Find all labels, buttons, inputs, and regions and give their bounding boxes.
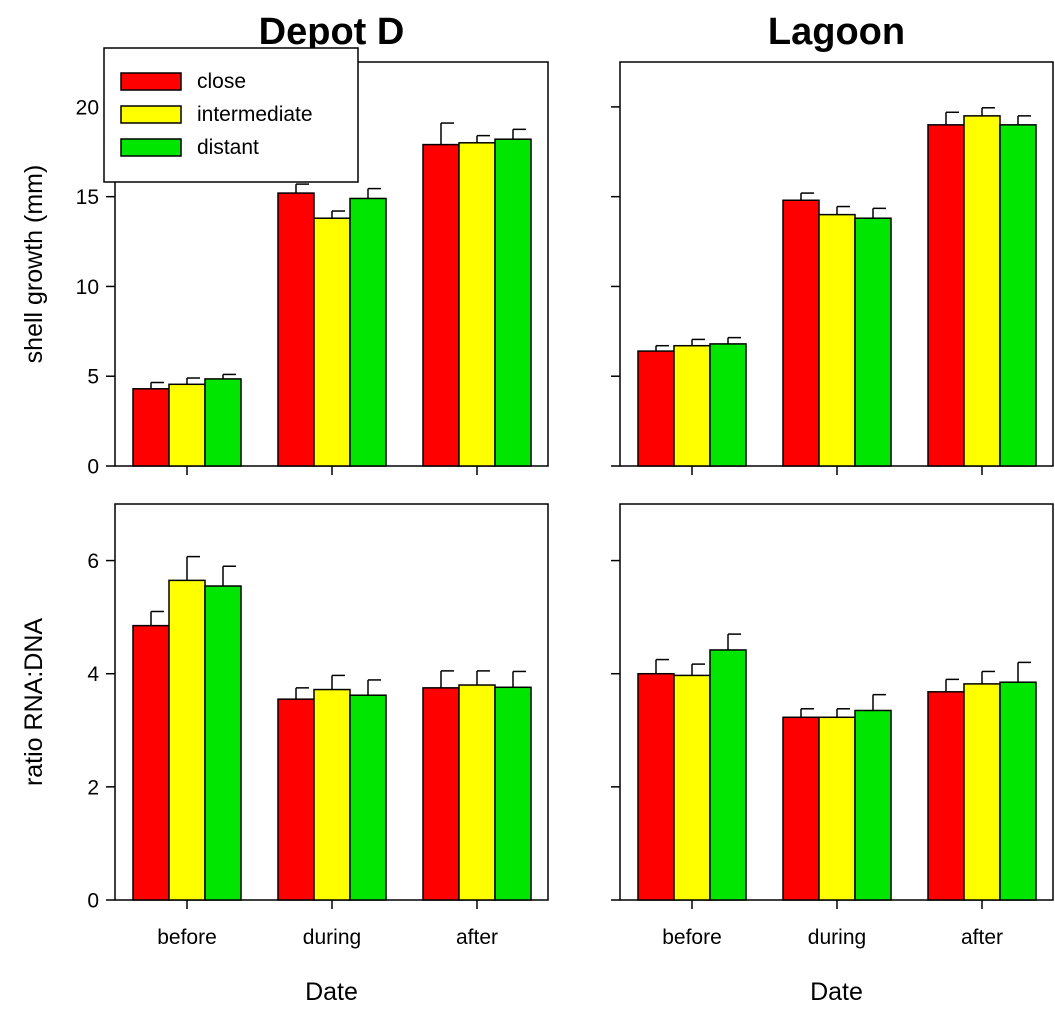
bar-intermediate-before [168,383,206,467]
x-axis-label: Date [810,978,863,1006]
legend-label-intermediate: intermediate [197,103,313,126]
bar-intermediate-before [168,579,206,901]
y-tick-label: 10 [76,276,99,299]
y-tick-label: 6 [87,550,99,573]
y-tick-label: 5 [87,366,99,389]
bar-intermediate-after [963,115,1001,467]
legend-swatch-distant [120,138,182,157]
bar-close-before [637,672,675,901]
bar-close-during [277,698,315,901]
bar-distant-before [709,649,747,901]
bar-close-after [927,124,965,467]
legend-label-distant: distant [197,136,259,159]
x-tick-label: before [662,926,722,949]
bar-intermediate-after [458,142,496,467]
x-tick-label: during [303,926,361,949]
y-tick-label: 0 [87,890,99,913]
panel-title: Lagoon [768,11,905,53]
y-tick-label: 0 [87,456,99,479]
panel-title: Depot D [259,11,405,53]
panel-top-right: Lagoon [611,11,1054,475]
y-tick-label: 20 [76,96,99,119]
bar-intermediate-before [673,344,711,467]
legend: close intermediate distant [103,47,359,183]
bar-intermediate-after [458,684,496,901]
bar-distant-after [999,681,1037,901]
x-axis-label: Date [305,978,358,1006]
bar-distant-before [204,585,242,901]
bar-intermediate-during [818,716,856,901]
bar-close-during [277,192,315,467]
bar-close-before [637,350,675,467]
y-tick-label: 2 [87,776,99,799]
legend-swatch-intermediate [120,105,182,124]
bar-distant-after [494,138,532,467]
bar-close-before [132,624,170,901]
bar-distant-after [494,686,532,901]
bar-close-during [782,199,820,467]
y-axis-label: shell growth (mm) [20,165,48,364]
bar-distant-after [999,124,1037,467]
bar-close-during [782,716,820,901]
panel-bottom-right: before during after Date [611,503,1054,1006]
bar-close-after [422,143,460,467]
bar-intermediate-during [313,217,351,467]
y-axis-label: ratio RNA:DNA [20,618,48,786]
bar-intermediate-during [313,688,351,901]
bar-close-before [132,388,170,467]
bar-close-after [422,687,460,901]
x-tick-label: during [808,926,866,949]
legend-label-close: close [197,70,246,93]
y-tick-label: 15 [76,186,99,209]
y-tick-label: 4 [87,663,99,686]
bar-intermediate-after [963,683,1001,901]
x-tick-label: after [456,926,498,949]
panel-top-left: Depot D 0 5 10 15 20 shell growth (mm) [20,11,549,479]
x-tick-label: after [961,926,1003,949]
bar-distant-before [204,378,242,467]
bar-distant-during [854,217,892,467]
bar-intermediate-before [673,674,711,901]
bar-distant-during [854,709,892,901]
bar-distant-during [349,197,387,467]
bar-close-after [927,691,965,901]
x-tick-label: before [157,926,217,949]
bar-intermediate-during [818,213,856,467]
legend-swatch-close [120,72,182,91]
panel-bottom-left: 0 2 4 6 ratio RNA:DNA before during after Date [20,503,549,1006]
bar-distant-during [349,694,387,901]
bar-distant-before [709,343,747,467]
